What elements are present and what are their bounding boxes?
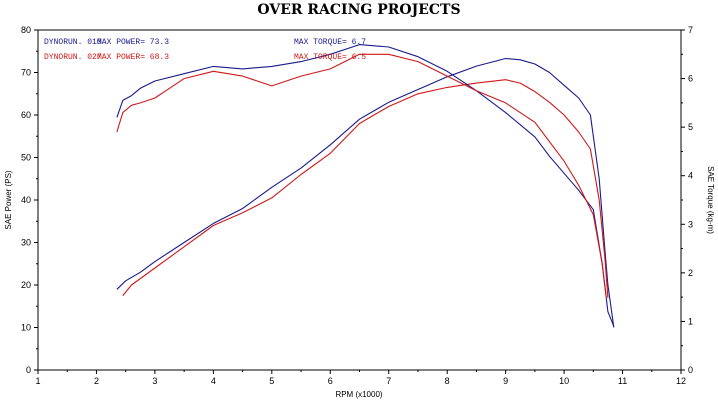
y-axis-label-left: SAE Power (PS) — [4, 170, 13, 229]
y-right-tick-label: 6 — [688, 74, 693, 84]
y-right-tick-label: 2 — [688, 268, 693, 278]
x-tick-label: 1 — [35, 376, 40, 386]
y-right-tick-label: 1 — [688, 316, 693, 326]
x-tick-label: 11 — [618, 376, 627, 386]
chart-title: OVER RACING PROJECTS — [257, 2, 460, 18]
series-line-power-blue — [116, 57, 615, 328]
y-left-tick-label: 10 — [21, 323, 31, 333]
y-left-tick-label: 30 — [21, 238, 31, 248]
y-left-tick-label: 80 — [21, 25, 31, 35]
legend: DYNORUN. 010 MAX POWER= 73.3 MAX TORQUE=… — [44, 38, 366, 62]
y-left-tick-label: 70 — [21, 68, 31, 78]
y-right-tick-label: 5 — [688, 122, 693, 132]
x-tick-label: 3 — [152, 376, 157, 386]
x-tick-label: 6 — [328, 376, 333, 386]
legend-power-2: MAX POWER= 68.3 — [97, 53, 169, 62]
legend-power-1: MAX POWER= 73.3 — [97, 38, 169, 47]
y-left-tick-label: 60 — [21, 110, 31, 120]
series-line-torque-blue — [116, 44, 615, 327]
x-axis-label: RPM (x1000) — [335, 390, 382, 399]
legend-run-1: DYNORUN. 010 — [44, 38, 102, 47]
series-line-torque-red — [116, 53, 607, 298]
x-tick-label: 7 — [386, 376, 391, 386]
x-tick-label: 4 — [211, 376, 216, 386]
x-tick-label: 8 — [445, 376, 450, 386]
x-tick-label: 2 — [94, 376, 99, 386]
x-tick-label: 10 — [559, 376, 569, 386]
y-left-tick-label: 20 — [21, 280, 31, 290]
legend-torque-2: MAX TORQUE= 6.5 — [294, 53, 366, 62]
legend-run-2: DYNORUN. 027 — [44, 53, 102, 62]
x-tick-label: 12 — [676, 376, 686, 386]
x-tick-label: 9 — [503, 376, 508, 386]
y-right-tick-label: 7 — [688, 25, 693, 35]
y-right-tick-label: 4 — [688, 171, 693, 181]
y-right-tick-label: 3 — [688, 219, 693, 229]
y-left-tick-label: 40 — [21, 195, 31, 205]
x-tick-label: 5 — [269, 376, 274, 386]
y-right-tick-label: 0 — [688, 365, 693, 375]
y-left-tick-label: 0 — [26, 365, 31, 375]
series-line-power-red — [122, 79, 609, 298]
y-left-tick-label: 50 — [21, 153, 31, 163]
curves — [116, 44, 615, 328]
legend-torque-1: MAX TORQUE= 6.7 — [294, 38, 366, 47]
y-axis-label-right: SAE Torque (kg-m) — [706, 166, 715, 234]
